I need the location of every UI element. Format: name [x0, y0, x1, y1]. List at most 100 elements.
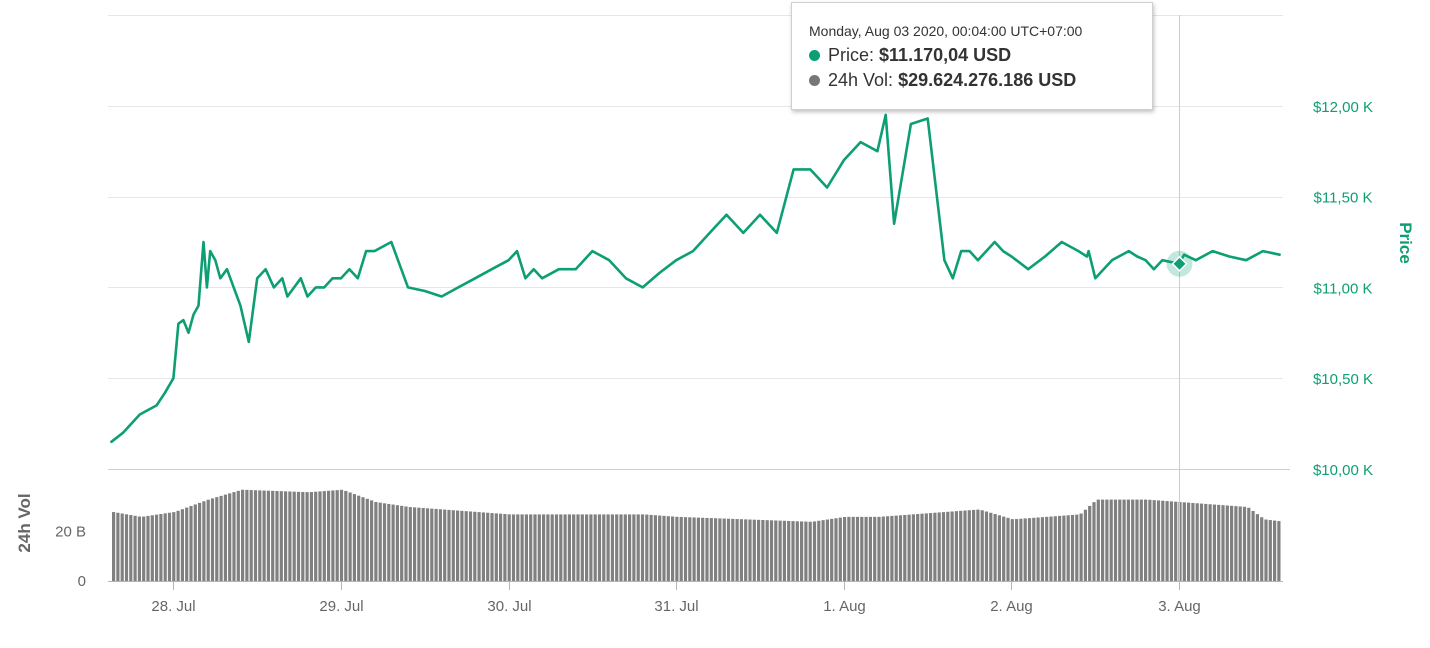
price-tick-label: $11,50 K: [1314, 190, 1373, 207]
volume-bar: [400, 505, 404, 581]
volume-bar: [296, 491, 301, 581]
volume-bar: [1135, 499, 1139, 581]
volume-bar: [352, 494, 356, 581]
volume-bar: [610, 514, 614, 581]
volume-bar: [511, 514, 516, 581]
price-tick-label: $12,00 K: [1313, 99, 1373, 116]
volume-bar: [597, 514, 602, 581]
volume-bar: [1255, 514, 1259, 581]
volume-bar: [735, 519, 739, 581]
volume-bar: [593, 514, 597, 581]
volume-bar: [1174, 501, 1178, 581]
volume-bar: [365, 498, 369, 581]
volume-bar: [800, 521, 804, 581]
volume-bar: [1221, 505, 1225, 581]
volume-bar: [490, 513, 494, 581]
volume-bar: [791, 521, 795, 581]
volume-bar: [486, 512, 490, 581]
volume-bar: [1268, 520, 1272, 581]
volume-bar: [1101, 499, 1105, 581]
volume-bar: [640, 514, 645, 581]
volume-bar: [292, 491, 296, 581]
volume-bar: [825, 519, 829, 581]
price-series-dot-icon: [809, 50, 820, 61]
volume-bar: [567, 514, 571, 581]
x-tick-label: 30. Jul: [487, 598, 531, 615]
volume-bar: [1023, 518, 1027, 581]
volume-bar: [219, 495, 223, 581]
volume-bar: [709, 518, 713, 581]
volume-bar: [851, 516, 855, 581]
volume-bar: [1092, 502, 1096, 581]
volume-bar: [537, 514, 541, 581]
volume-bar: [937, 512, 941, 581]
volume-bar: [198, 502, 202, 581]
volume-bar: [714, 518, 718, 581]
volume-bar: [1217, 504, 1221, 581]
x-tick-label: 3. Aug: [1158, 598, 1201, 615]
volume-bar: [253, 490, 258, 581]
volume-bar: [305, 492, 309, 581]
volume-axis-title: 24h Vol: [15, 493, 34, 552]
volume-bar: [739, 519, 743, 581]
volume-bar: [649, 514, 653, 581]
volume-bar: [1152, 500, 1156, 581]
volume-bar: [529, 514, 533, 581]
volume-bar: [1144, 499, 1148, 581]
volume-bar: [279, 491, 283, 581]
volume-bar: [916, 514, 920, 581]
volume-bar: [460, 510, 464, 581]
volume-bar: [774, 520, 778, 581]
volume-bar: [615, 514, 619, 581]
volume-bar: [881, 516, 885, 581]
volume-bar: [890, 515, 894, 581]
volume-bar: [155, 514, 159, 581]
volume-bar: [894, 515, 898, 581]
volume-bar: [120, 513, 124, 581]
volume-bar: [430, 508, 434, 581]
volume-bar: [1032, 517, 1036, 581]
volume-bar: [348, 492, 352, 581]
volume-tick-label: 0: [78, 573, 86, 590]
volume-bar: [1264, 519, 1268, 581]
volume-bar: [1165, 501, 1169, 581]
volume-bar: [146, 515, 150, 581]
hover-tooltip: Monday, Aug 03 2020, 00:04:00 UTC+07:00 …: [791, 2, 1153, 110]
volume-bar: [752, 519, 756, 581]
volume-bar: [585, 514, 589, 581]
volume-bar: [1131, 499, 1135, 581]
volume-bar: [1156, 500, 1161, 581]
price-axis-title: Price: [1396, 222, 1415, 264]
volume-bar: [1195, 503, 1199, 581]
volume-bar: [804, 521, 808, 581]
volume-bar: [245, 489, 249, 581]
volume-bar: [408, 507, 412, 581]
volume-bar: [266, 490, 270, 581]
volume-bar: [688, 517, 692, 581]
volume-bar: [696, 517, 700, 581]
volume-bar: [1049, 516, 1053, 581]
volume-bar: [1105, 499, 1109, 581]
volume-bar: [533, 514, 537, 581]
volume-bar: [898, 515, 903, 581]
volume-bar: [391, 504, 395, 581]
volume-bar: [808, 521, 812, 581]
volume-bar: [1075, 514, 1079, 581]
volume-bar: [413, 507, 417, 581]
volume-bar: [873, 516, 877, 581]
volume-bar: [679, 516, 683, 581]
volume-bar: [847, 516, 851, 581]
volume-bar: [546, 514, 550, 581]
volume-bar: [361, 497, 365, 581]
volume-bar: [757, 519, 761, 581]
volume-bar: [722, 518, 726, 581]
volume-bar: [941, 512, 946, 581]
volume-bar: [1036, 517, 1040, 581]
volume-bar: [172, 512, 176, 581]
volume-bar: [524, 514, 528, 581]
volume-bar: [1113, 499, 1118, 581]
volume-bar: [232, 492, 236, 581]
volume-bar: [589, 514, 593, 581]
volume-bar: [765, 520, 769, 581]
